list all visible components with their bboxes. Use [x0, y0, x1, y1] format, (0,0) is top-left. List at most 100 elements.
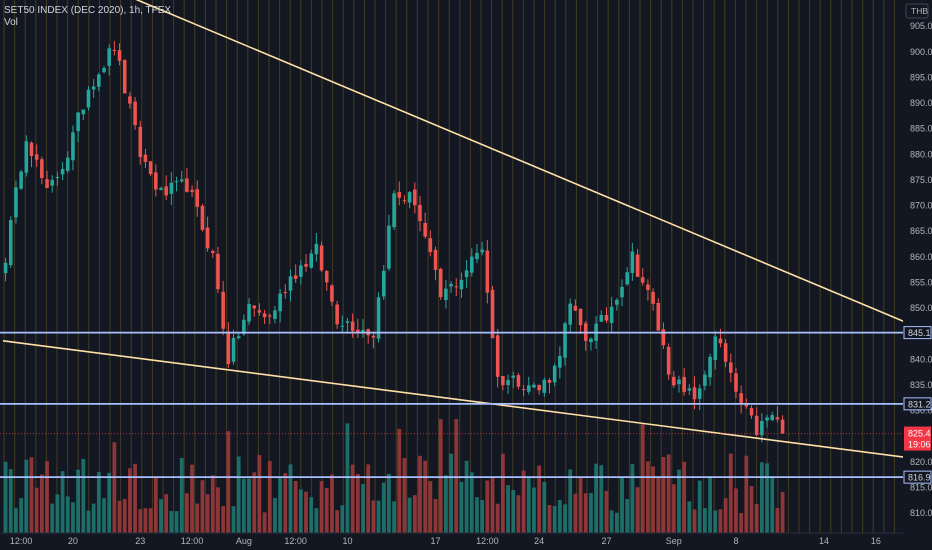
currency-badge[interactable]	[905, 3, 929, 19]
time-tick-label: Aug	[236, 536, 252, 546]
candle-body	[573, 305, 578, 311]
chart-legend: SET50 INDEX (DEC 2020), 1h, TFEX Vol	[4, 5, 171, 29]
symbol-title[interactable]: SET50 INDEX (DEC 2020), 1h, TFEX	[4, 5, 172, 16]
candle-body	[3, 262, 8, 274]
volume-bar	[656, 477, 661, 533]
volume-bar	[39, 474, 44, 533]
lower-trendline[interactable]	[2, 340, 932, 464]
volume-bar	[309, 497, 314, 533]
candle-body	[71, 132, 75, 161]
candle-body	[242, 319, 246, 335]
candle-body	[682, 377, 686, 392]
time-tick-label: 24	[534, 536, 544, 546]
upper-trendline[interactable]	[3, 0, 932, 343]
volume-bar	[749, 485, 754, 533]
volume-bars	[3, 419, 785, 533]
time-axis-bg	[0, 533, 903, 550]
candle-body	[604, 314, 609, 321]
candle-body	[552, 365, 557, 383]
volume-bar	[76, 469, 80, 533]
volume-bar	[153, 477, 158, 533]
volume-bar	[324, 487, 329, 533]
candle-body	[273, 310, 277, 319]
volume-bar	[397, 428, 402, 533]
volume-bar	[174, 511, 179, 533]
level-tag-label: 816.9	[908, 473, 931, 483]
candle-body	[361, 329, 365, 334]
volume-bar	[557, 500, 562, 533]
candle-body	[532, 384, 536, 388]
candle-body	[330, 285, 334, 302]
volume-bar	[138, 509, 143, 533]
candle-body	[760, 421, 764, 436]
volume-bar	[71, 502, 75, 533]
price-tick-label: 875.0	[910, 175, 932, 185]
level-tag[interactable]	[903, 326, 932, 340]
candle-body	[646, 284, 650, 290]
candles	[3, 40, 785, 443]
volume-bar	[604, 490, 609, 533]
volume-bar	[319, 481, 324, 533]
candle-body	[179, 179, 184, 182]
volume-bar	[697, 480, 702, 533]
candle-body	[174, 181, 179, 183]
volume-bar	[511, 490, 516, 533]
price-tick-label: 880.0	[910, 149, 932, 159]
volume-bar	[371, 500, 376, 533]
price-tick-label: 855.0	[910, 277, 932, 287]
volume-bar	[547, 505, 552, 533]
candle-body	[454, 286, 459, 288]
volume-bar	[407, 497, 412, 533]
price-tick-label: 870.0	[910, 201, 932, 211]
volume-bar	[728, 453, 733, 533]
volume-bar	[164, 494, 169, 533]
price-tick-label: 905.0	[910, 21, 932, 31]
candle-body	[247, 304, 251, 322]
volume-label[interactable]: Vol	[4, 17, 18, 28]
candle-body	[65, 157, 70, 171]
level-tag[interactable]	[903, 397, 932, 411]
candle-body	[340, 325, 345, 327]
volume-bar	[216, 487, 220, 533]
volume-bar	[661, 457, 666, 533]
level-tag[interactable]	[903, 470, 932, 484]
price-axis[interactable]: 905.0 900.0 895.0 890.0 885.0 880.0 875.0 870.0…	[903, 0, 932, 550]
candle-body	[470, 256, 474, 273]
candle-body	[288, 276, 293, 291]
candle-body	[252, 305, 257, 309]
price-tick-label: 895.0	[910, 72, 932, 82]
volume-bar	[381, 482, 386, 533]
drawings[interactable]	[0, 0, 932, 479]
candle-body	[464, 270, 469, 278]
candle-body	[309, 253, 313, 268]
volume-bar	[96, 472, 101, 533]
candle-body	[775, 417, 780, 420]
volume-bar	[770, 476, 775, 533]
volume-bar	[739, 513, 744, 533]
time-tick-label: Sep	[666, 536, 682, 546]
time-axis[interactable]: 12:00 20 23 12:00 Aug 12:00 10 17 12:00 24 27 Sep 8 1…	[0, 532, 903, 550]
candle-body	[780, 419, 785, 434]
volume-bar	[392, 501, 396, 533]
price-tick-label: 830.0	[910, 406, 932, 416]
candle-body	[221, 291, 225, 329]
volume-bar	[148, 508, 153, 533]
volume-bar	[195, 503, 200, 533]
candle-body	[526, 385, 531, 392]
candle-body	[418, 204, 422, 221]
candle-body	[615, 299, 619, 305]
candle-body	[86, 89, 91, 108]
current-price-tag[interactable]	[904, 426, 931, 451]
volume-bar	[578, 478, 583, 533]
price-tick-label: 840.0	[910, 354, 932, 364]
candle-body	[205, 227, 210, 249]
candle-body	[345, 321, 350, 323]
candle-body	[490, 289, 495, 339]
volume-bar	[625, 499, 630, 533]
candle-body	[754, 415, 759, 436]
candle-body	[475, 252, 479, 260]
candle-body	[19, 171, 23, 189]
volume-bar	[630, 463, 635, 533]
candle-body	[692, 387, 697, 400]
